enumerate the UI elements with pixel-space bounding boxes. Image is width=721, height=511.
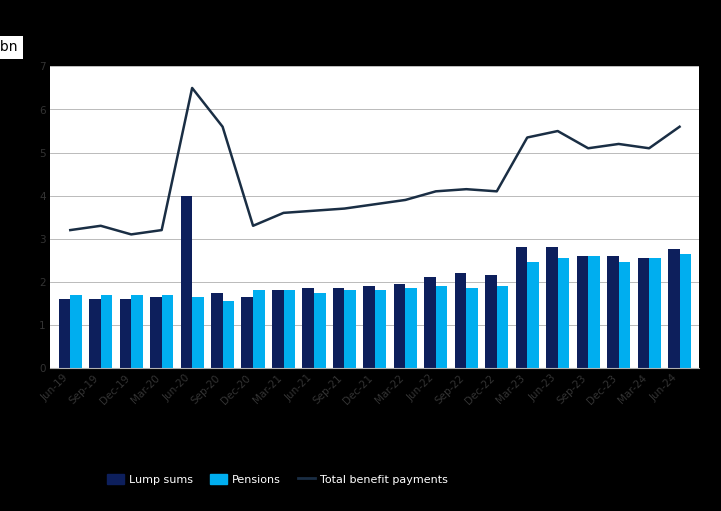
Bar <box>70 295 82 368</box>
Bar <box>558 258 570 368</box>
Bar <box>211 292 223 368</box>
Bar <box>333 288 345 368</box>
Bar <box>619 263 630 368</box>
Bar <box>485 275 497 368</box>
Bar <box>363 286 375 368</box>
Bar <box>588 256 600 368</box>
Text: $bn: $bn <box>0 40 19 54</box>
Bar <box>89 299 101 368</box>
Bar <box>58 299 70 368</box>
Bar <box>405 288 417 368</box>
Bar <box>345 290 356 368</box>
Bar <box>314 292 326 368</box>
Bar <box>424 277 436 368</box>
Bar <box>607 256 619 368</box>
Bar <box>546 247 558 368</box>
Bar <box>516 247 527 368</box>
Bar <box>649 258 660 368</box>
Bar <box>680 254 691 368</box>
Bar <box>577 256 588 368</box>
Legend: Lump sums, Pensions, Total benefit payments: Lump sums, Pensions, Total benefit payme… <box>103 469 452 489</box>
Bar <box>253 290 265 368</box>
Bar <box>150 297 162 368</box>
Bar <box>497 286 508 368</box>
Bar <box>131 295 143 368</box>
Bar <box>436 286 448 368</box>
Bar <box>283 290 295 368</box>
Bar <box>192 297 204 368</box>
Bar <box>466 288 478 368</box>
Bar <box>394 284 405 368</box>
Bar <box>527 263 539 368</box>
Bar <box>180 196 192 368</box>
Bar <box>302 288 314 368</box>
Bar <box>162 295 173 368</box>
Bar <box>637 258 649 368</box>
Bar <box>223 301 234 368</box>
Bar <box>101 295 112 368</box>
Bar <box>668 249 680 368</box>
Bar <box>455 273 466 368</box>
Bar <box>272 290 283 368</box>
Bar <box>242 297 253 368</box>
Bar <box>120 299 131 368</box>
Bar <box>375 290 386 368</box>
